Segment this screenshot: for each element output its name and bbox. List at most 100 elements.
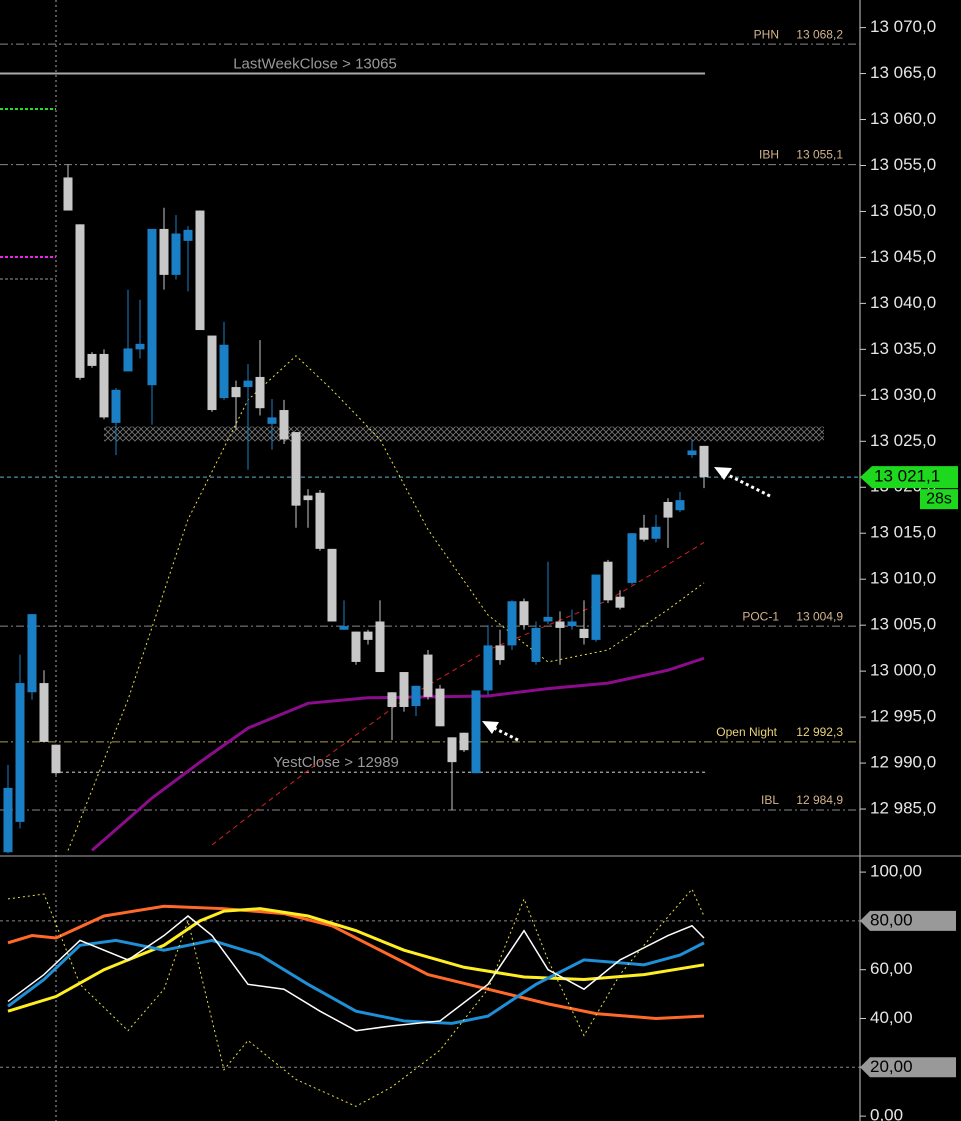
candle-body (135, 343, 145, 350)
candle-body (171, 233, 181, 275)
candle-body (315, 492, 325, 549)
arrow-annotations (482, 467, 771, 742)
candle-body (75, 224, 85, 378)
level-name: POC-1 (742, 609, 779, 623)
candle-body (219, 344, 229, 399)
candle-body (507, 601, 517, 646)
timer-label: 28s (926, 490, 952, 507)
y-tick-label: 80,00 (870, 910, 913, 929)
candle-body (387, 692, 397, 707)
candle-body (531, 627, 541, 662)
candle-body (411, 685, 421, 707)
y-tick-label: 20,00 (870, 1057, 913, 1076)
timer-box (920, 489, 958, 510)
indicator-line (7, 915, 705, 1032)
candle-body (579, 628, 589, 639)
level-value: 13 004,9 (796, 609, 843, 623)
candle-body (351, 631, 361, 662)
y-tick-label: 13 055,0 (870, 155, 936, 174)
candle-body (555, 621, 565, 628)
candle-body (15, 683, 25, 822)
candle-body (159, 228, 169, 275)
level-value: 13 068,2 (796, 27, 843, 41)
level-name: PHN (754, 27, 779, 41)
tick-label-box (860, 1057, 956, 1078)
candle-body (375, 621, 385, 673)
candle-body (627, 533, 637, 583)
y-tick-label: 13 005,0 (870, 615, 936, 634)
y-tick-label: 13 015,0 (870, 523, 936, 542)
y-tick-label: 12 985,0 (870, 799, 936, 818)
y-tick-label: 0,00 (870, 1106, 903, 1121)
y-tick-label: 12 995,0 (870, 707, 936, 726)
level-name: IBL (761, 793, 779, 807)
tick-label-box (860, 910, 956, 931)
candle-body (675, 500, 685, 511)
candle-body (63, 177, 73, 211)
candle-body (615, 596, 625, 608)
candle-body (123, 348, 133, 372)
candle-body (99, 353, 109, 418)
y-tick-label: 40,00 (870, 1008, 913, 1027)
level-value: 12 984,9 (796, 793, 843, 807)
candle-body (447, 737, 457, 763)
candle-body (699, 445, 709, 478)
candle-body (255, 376, 265, 409)
volume-zone (104, 426, 824, 442)
close-label: YestClose > 12989 (273, 754, 399, 771)
indicator-line (7, 888, 705, 1107)
last-price-label: 13 021,1 (874, 467, 940, 486)
candle-body (483, 645, 493, 691)
y-tick-label: 13 030,0 (870, 385, 936, 404)
y-tick-label: 13 065,0 (870, 63, 936, 82)
indicator-line (7, 904, 705, 1021)
candle-body (603, 561, 613, 601)
candle-body (27, 614, 37, 693)
candle-body (543, 616, 553, 622)
candle-body (279, 410, 289, 440)
y-tick-label: 13 045,0 (870, 247, 936, 266)
candle-body (363, 631, 373, 640)
y-tick-label: 12 990,0 (870, 753, 936, 772)
candle-body (291, 432, 301, 506)
candle-body (591, 574, 601, 640)
y-tick-label: 13 070,0 (870, 17, 936, 36)
candle-body (399, 672, 409, 707)
candle-body (435, 688, 445, 727)
candle-body (519, 601, 529, 626)
candle-body (87, 353, 97, 366)
indicator-line (91, 656, 705, 852)
candle-body (51, 744, 61, 774)
level-value: 13 055,1 (796, 148, 843, 162)
level-name: Open Night (716, 725, 777, 739)
y-tick-label: 100,00 (870, 862, 922, 881)
candle-body (111, 389, 121, 423)
candle-body (339, 626, 349, 630)
last-price-box (860, 466, 958, 489)
y-tick-label: 13 025,0 (870, 431, 936, 450)
candle-body (303, 495, 313, 501)
candle-body (423, 654, 433, 697)
y-tick-label: 60,00 (870, 959, 913, 978)
candle-body (327, 548, 337, 622)
candle-body (207, 335, 217, 411)
candle-body (495, 645, 505, 661)
indicator-line (7, 938, 705, 1025)
candle-body (183, 229, 193, 241)
level-name: IBH (759, 148, 779, 162)
candle-body (195, 210, 205, 331)
y-tick-label: 13 010,0 (870, 569, 936, 588)
y-tick-label: 13 040,0 (870, 293, 936, 312)
candle-body (639, 527, 649, 540)
candle-body (663, 501, 673, 518)
y-tick-label: 13 035,0 (870, 339, 936, 358)
candle-body (243, 380, 253, 388)
candle-body (39, 683, 49, 742)
candle-body (567, 621, 577, 627)
candle-body (471, 690, 481, 774)
arrow (721, 470, 771, 498)
arrow-head (482, 721, 499, 734)
candle-body (3, 787, 13, 853)
